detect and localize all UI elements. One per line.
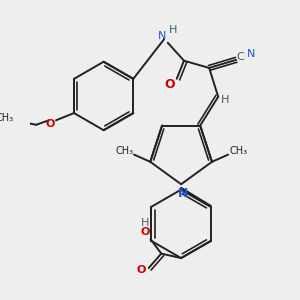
Text: O: O [140, 227, 150, 237]
Text: N: N [178, 187, 188, 200]
Text: CH₃: CH₃ [230, 146, 248, 156]
Text: N: N [158, 31, 166, 40]
Text: H: H [221, 95, 230, 105]
Text: O: O [137, 265, 146, 275]
Text: O: O [164, 78, 175, 91]
Text: H: H [169, 25, 177, 35]
Text: CH₃: CH₃ [116, 146, 134, 156]
Text: H: H [141, 218, 149, 228]
Text: N: N [246, 49, 255, 58]
Text: C: C [236, 52, 244, 62]
Text: CH₃: CH₃ [0, 113, 14, 124]
Text: O: O [46, 119, 55, 129]
